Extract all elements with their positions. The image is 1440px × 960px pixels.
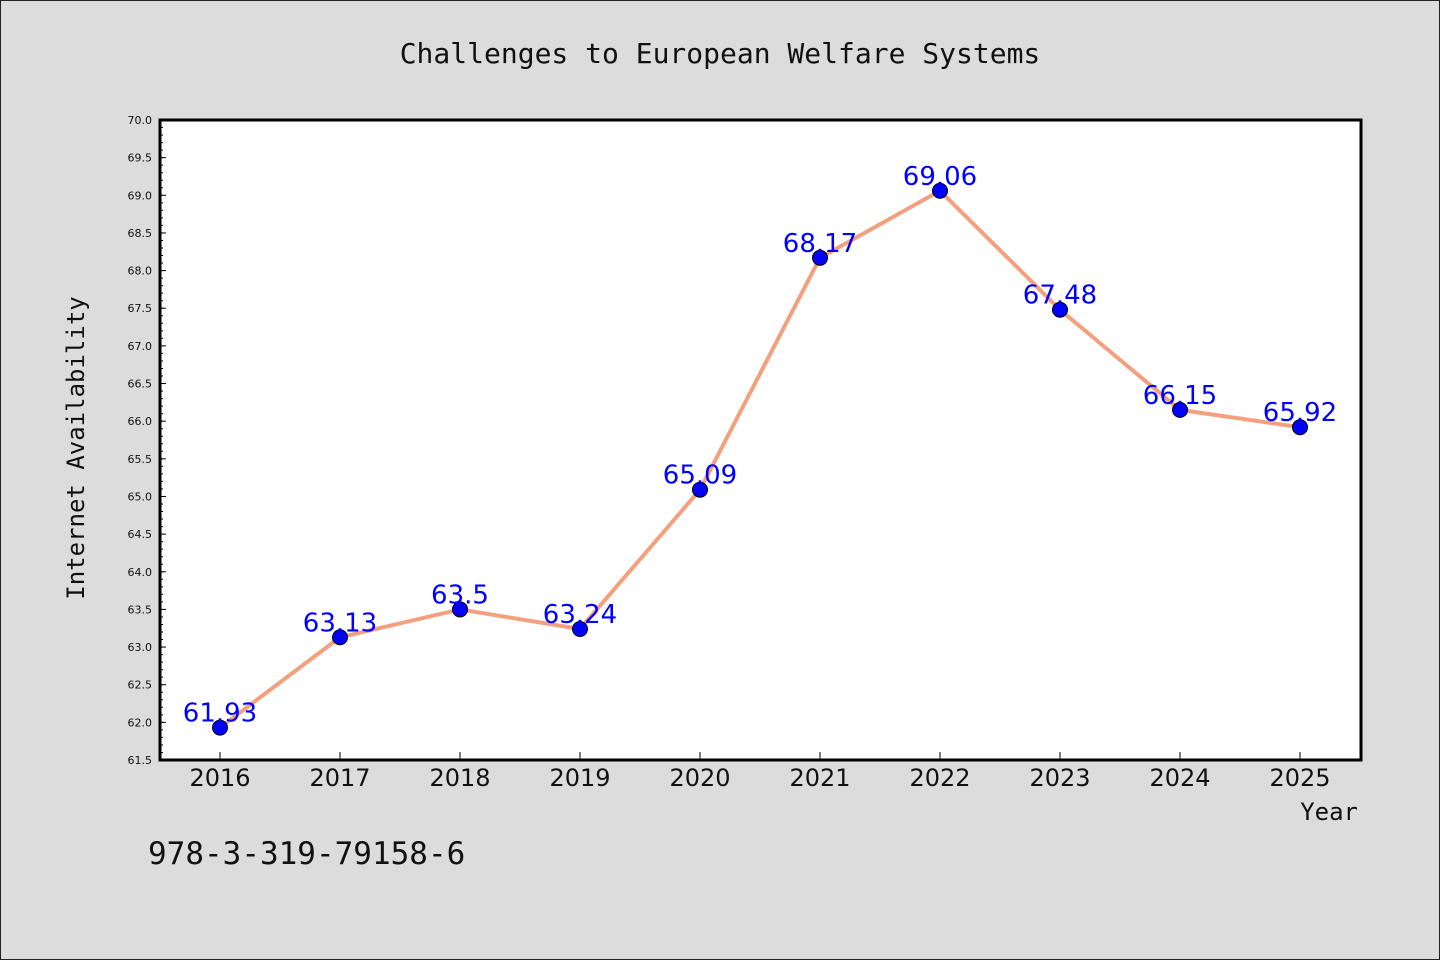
- x-tick-label: 2021: [789, 764, 850, 792]
- data-point-marker: [932, 182, 948, 199]
- data-point-marker: [692, 481, 708, 498]
- series-line-group: [212, 182, 1308, 736]
- data-point-marker: [572, 620, 588, 637]
- data-label: 69.06: [903, 162, 977, 192]
- plot-area: [158, 118, 1363, 762]
- data-point-marker: [1172, 401, 1188, 418]
- y-tick-label: 66.0: [128, 415, 153, 428]
- data-point-marker: [812, 249, 828, 266]
- y-tick-label: 62.0: [128, 716, 153, 729]
- x-tick-label: 2020: [669, 764, 730, 792]
- isbn-footer: 978-3-319-79158-6: [148, 836, 465, 872]
- y-tick-label: 61.5: [128, 754, 153, 767]
- data-label: 65.92: [1263, 398, 1337, 428]
- series-line: [218, 188, 1301, 730]
- y-tick-label: 64.0: [128, 566, 153, 579]
- data-label: 61.93: [183, 699, 257, 729]
- x-tick-label: 2016: [189, 764, 250, 792]
- data-label-group: 61.93 63.13 63.5 63.24 65.09 68.17 69.06 67.48 6…: [183, 162, 1337, 729]
- x-tick-label: 2023: [1029, 764, 1090, 792]
- y-tick-label: 63.0: [128, 641, 153, 654]
- y-tick-label: 69.5: [128, 152, 153, 165]
- x-tick-label: 2022: [909, 764, 970, 792]
- y-tick-label: 65.5: [128, 453, 153, 466]
- y-tick-label: 63.5: [128, 603, 153, 616]
- data-label: 63.13: [303, 608, 377, 638]
- data-label: 65.09: [663, 461, 737, 491]
- data-point-marker: [1052, 301, 1068, 318]
- y-tick-label: 68.0: [128, 265, 153, 278]
- y-tick-label: 68.5: [128, 227, 153, 240]
- data-label: 68.17: [783, 229, 857, 259]
- y-tick-label: 67.0: [128, 340, 153, 353]
- y-tick-label: 70.0: [128, 114, 153, 127]
- data-label: 66.15: [1143, 381, 1217, 411]
- y-tick-label: 62.5: [128, 679, 153, 692]
- x-axis-label: Year: [1300, 798, 1358, 826]
- chart-title: Challenges to European Welfare Systems: [400, 37, 1041, 70]
- y-tick-label: 67.5: [128, 302, 153, 315]
- x-tick-label: 2018: [429, 764, 490, 792]
- data-label: 63.5: [431, 580, 489, 610]
- y-tick-label: 69.0: [128, 189, 153, 202]
- x-tick-label: 2017: [309, 764, 370, 792]
- x-axis: 2016 2017 2018 2019 2020 2021 2022 2023 2024 2025: [189, 752, 1331, 792]
- y-axis: 61.5 62.0 62.5 63.0 63.5 64.0 64.5 65.0 65.5 66.0…: [128, 114, 166, 767]
- y-tick-label: 66.5: [128, 378, 153, 391]
- data-point-marker: [1292, 419, 1308, 436]
- y-axis-label: Internet Availability: [62, 296, 90, 599]
- data-point-marker: [452, 601, 468, 618]
- data-label: 67.48: [1023, 281, 1097, 311]
- x-tick-label: 2019: [549, 764, 610, 792]
- x-tick-label: 2025: [1269, 764, 1330, 792]
- x-tick-label: 2024: [1149, 764, 1210, 792]
- y-tick-label: 64.5: [128, 528, 153, 541]
- data-label: 63.24: [543, 600, 617, 630]
- y-tick-label: 65.0: [128, 490, 153, 503]
- data-point-marker: [212, 719, 228, 736]
- data-point-marker: [332, 629, 348, 646]
